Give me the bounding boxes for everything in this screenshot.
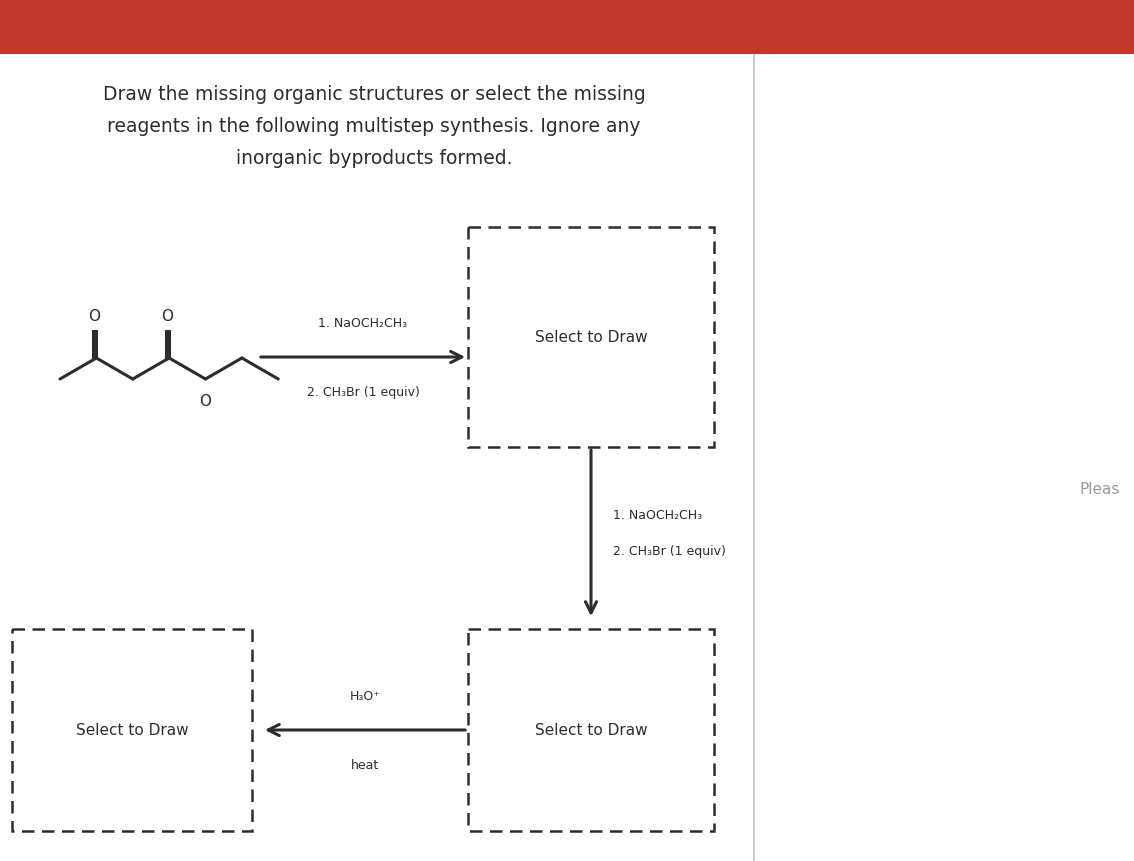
FancyBboxPatch shape xyxy=(12,629,252,831)
Text: heat: heat xyxy=(350,759,379,771)
Text: O: O xyxy=(200,393,212,408)
Text: Select to Draw: Select to Draw xyxy=(535,330,648,345)
Text: O: O xyxy=(161,308,174,324)
Text: ←: ← xyxy=(15,15,35,40)
Text: O: O xyxy=(88,308,101,324)
Text: reagents in the following multistep synthesis. Ignore any: reagents in the following multistep synt… xyxy=(108,117,641,136)
Text: inorganic byproducts formed.: inorganic byproducts formed. xyxy=(236,149,513,168)
Text: H₃O⁺: H₃O⁺ xyxy=(349,689,380,703)
Text: Draw the missing organic structures or select the missing: Draw the missing organic structures or s… xyxy=(103,85,645,104)
FancyBboxPatch shape xyxy=(468,228,714,448)
Text: Select to Draw: Select to Draw xyxy=(76,722,188,738)
Text: 1. NaOCH₂CH₃: 1. NaOCH₂CH₃ xyxy=(319,317,407,330)
Text: Select to Draw: Select to Draw xyxy=(535,722,648,738)
Text: 1. NaOCH₂CH₃: 1. NaOCH₂CH₃ xyxy=(613,509,702,522)
Text: 2. CH₃Br (1 equiv): 2. CH₃Br (1 equiv) xyxy=(306,386,420,399)
Text: Question 25 of 27: Question 25 of 27 xyxy=(857,17,1043,38)
Text: 2. CH₃Br (1 equiv): 2. CH₃Br (1 equiv) xyxy=(613,545,726,558)
Text: Pleas: Pleas xyxy=(1080,482,1120,497)
FancyBboxPatch shape xyxy=(468,629,714,831)
Bar xyxy=(0,0,1134,55)
